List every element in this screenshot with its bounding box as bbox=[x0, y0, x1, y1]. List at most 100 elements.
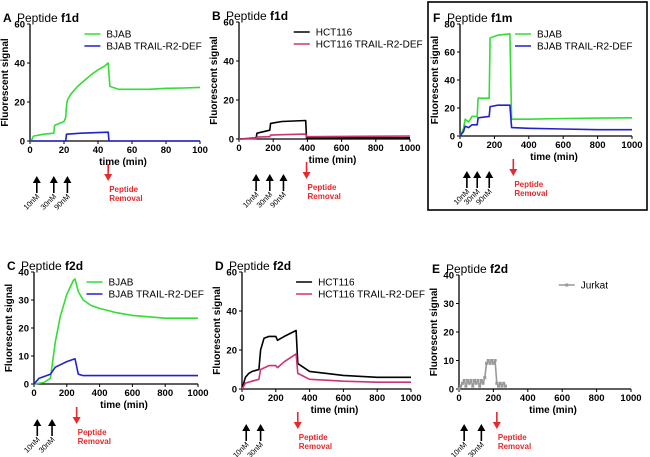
removal-label-line2: Removal bbox=[78, 437, 111, 446]
data-point bbox=[493, 359, 497, 362]
data-point bbox=[490, 359, 494, 362]
y-tick-label: 20 bbox=[226, 346, 237, 357]
panel-title-prefix: Peptide bbox=[226, 9, 270, 23]
data-point bbox=[474, 381, 478, 385]
panel-title-peptide: f2d bbox=[65, 259, 83, 273]
y-tick-label: 0 bbox=[450, 132, 455, 143]
removal-arrowhead bbox=[492, 422, 501, 429]
legend-label: BJAB TRAIL-R2-DEF bbox=[108, 290, 203, 301]
series-line-hct116 bbox=[241, 329, 411, 390]
series-line-hct116-trail-r2-def bbox=[238, 133, 411, 140]
panel-letter: E bbox=[432, 262, 440, 276]
x-tick-label: 400 bbox=[521, 140, 537, 151]
x-tick-label: 200 bbox=[485, 393, 501, 404]
x-tick-label: 1000 bbox=[620, 393, 641, 404]
y-tick-label: 0 bbox=[232, 385, 237, 396]
dose-arrowhead bbox=[49, 176, 58, 183]
x-tick-label: 400 bbox=[302, 393, 318, 404]
dose-label: 30nM bbox=[37, 435, 57, 455]
removal-arrowhead bbox=[302, 172, 311, 179]
removal-label-line2: Removal bbox=[308, 192, 341, 201]
series-line-hct116 bbox=[238, 119, 410, 140]
legend-label: BJAB TRAIL-R2-DEF bbox=[537, 42, 632, 53]
y-tick-label: 0 bbox=[20, 137, 25, 148]
x-axis-label: time (min) bbox=[99, 157, 147, 168]
panel-letter: C bbox=[7, 259, 16, 273]
legend-label: HCT116 bbox=[318, 278, 355, 289]
panel-title: Peptide f1m bbox=[447, 11, 512, 25]
data-point bbox=[481, 381, 485, 385]
data-point bbox=[498, 381, 502, 385]
data-point bbox=[503, 384, 507, 388]
y-tick-label: 80 bbox=[444, 20, 455, 31]
x-tick-label: 1000 bbox=[400, 393, 421, 404]
dose-label: 30nM bbox=[466, 440, 486, 457]
removal-label-line1: Peptide bbox=[498, 433, 527, 442]
panel-letter: F bbox=[433, 11, 440, 25]
y-tick-label: 20 bbox=[444, 104, 455, 115]
x-axis-label: time (min) bbox=[100, 400, 148, 411]
data-point bbox=[471, 384, 475, 388]
x-tick-label: 200 bbox=[59, 388, 75, 399]
dose-label: 10nM bbox=[22, 435, 42, 455]
y-tick-label: 10 bbox=[18, 352, 29, 363]
data-point bbox=[472, 378, 476, 382]
dose-arrowhead bbox=[265, 174, 274, 181]
data-point bbox=[478, 384, 482, 388]
x-tick-label: 80 bbox=[161, 145, 172, 156]
x-axis-label: time (min) bbox=[529, 405, 577, 416]
x-tick-label: 200 bbox=[268, 393, 284, 404]
y-axis-label: Fluorescent signal bbox=[4, 284, 15, 373]
panel-letter: D bbox=[215, 259, 224, 273]
dose-arrowhead bbox=[32, 176, 41, 183]
removal-arrowhead bbox=[104, 174, 113, 181]
panel-letter: A bbox=[3, 11, 12, 25]
y-axis-label: Fluorescent signal bbox=[209, 36, 220, 125]
y-tick-label: 0 bbox=[229, 135, 234, 146]
x-tick-label: 0 bbox=[456, 393, 461, 404]
x-tick-label: 400 bbox=[92, 388, 108, 399]
y-tick-label: 20 bbox=[18, 324, 29, 335]
x-axis-label: time (min) bbox=[309, 155, 357, 166]
x-tick-label: 600 bbox=[334, 143, 350, 154]
removal-arrowhead bbox=[293, 422, 302, 429]
dose-arrowhead bbox=[33, 419, 42, 426]
series-line-bjab bbox=[459, 32, 633, 137]
dose-arrowhead bbox=[63, 176, 72, 183]
dose-arrowhead bbox=[279, 174, 288, 181]
panel-title-peptide: f1d bbox=[270, 9, 288, 23]
dose-arrowhead bbox=[485, 171, 494, 178]
y-tick-label: 60 bbox=[14, 20, 25, 31]
x-tick-label: 800 bbox=[368, 143, 384, 154]
y-tick-label: 40 bbox=[443, 271, 454, 282]
x-tick-label: 600 bbox=[554, 393, 570, 404]
x-tick-label: 0 bbox=[239, 393, 244, 404]
y-axis-label: Fluorescent signal bbox=[0, 38, 11, 127]
x-tick-label: 600 bbox=[335, 393, 351, 404]
x-tick-label: 1000 bbox=[187, 388, 208, 399]
legend-label: BJAB bbox=[537, 30, 562, 41]
y-tick-label: 40 bbox=[14, 59, 25, 70]
y-tick-label: 60 bbox=[223, 18, 234, 29]
dose-arrowhead bbox=[462, 171, 471, 178]
dose-arrowhead bbox=[477, 424, 486, 431]
y-tick-label: 0 bbox=[449, 385, 454, 396]
data-point bbox=[479, 378, 483, 382]
panel-c: C Peptide f2d 0 200 400 600 800 1000 0 10 20 30 40 ti… bbox=[4, 259, 209, 455]
removal-label-line2: Removal bbox=[498, 442, 531, 451]
data-point bbox=[486, 359, 490, 362]
y-tick-label: 60 bbox=[444, 48, 455, 59]
dose-label: 90nM bbox=[268, 190, 288, 210]
x-tick-label: 0 bbox=[31, 388, 36, 399]
x-tick-label: 200 bbox=[486, 140, 502, 151]
highlight-box-panel-f bbox=[427, 1, 648, 211]
panel-b: B Peptide f1d 0 200 400 600 800 1000 0 20 40 60 time… bbox=[209, 9, 423, 210]
data-point bbox=[502, 381, 506, 385]
x-tick-label: 400 bbox=[299, 143, 315, 154]
dose-arrowhead bbox=[460, 424, 469, 431]
data-point bbox=[462, 378, 466, 382]
x-tick-label: 1000 bbox=[399, 143, 420, 154]
data-point bbox=[466, 378, 470, 382]
